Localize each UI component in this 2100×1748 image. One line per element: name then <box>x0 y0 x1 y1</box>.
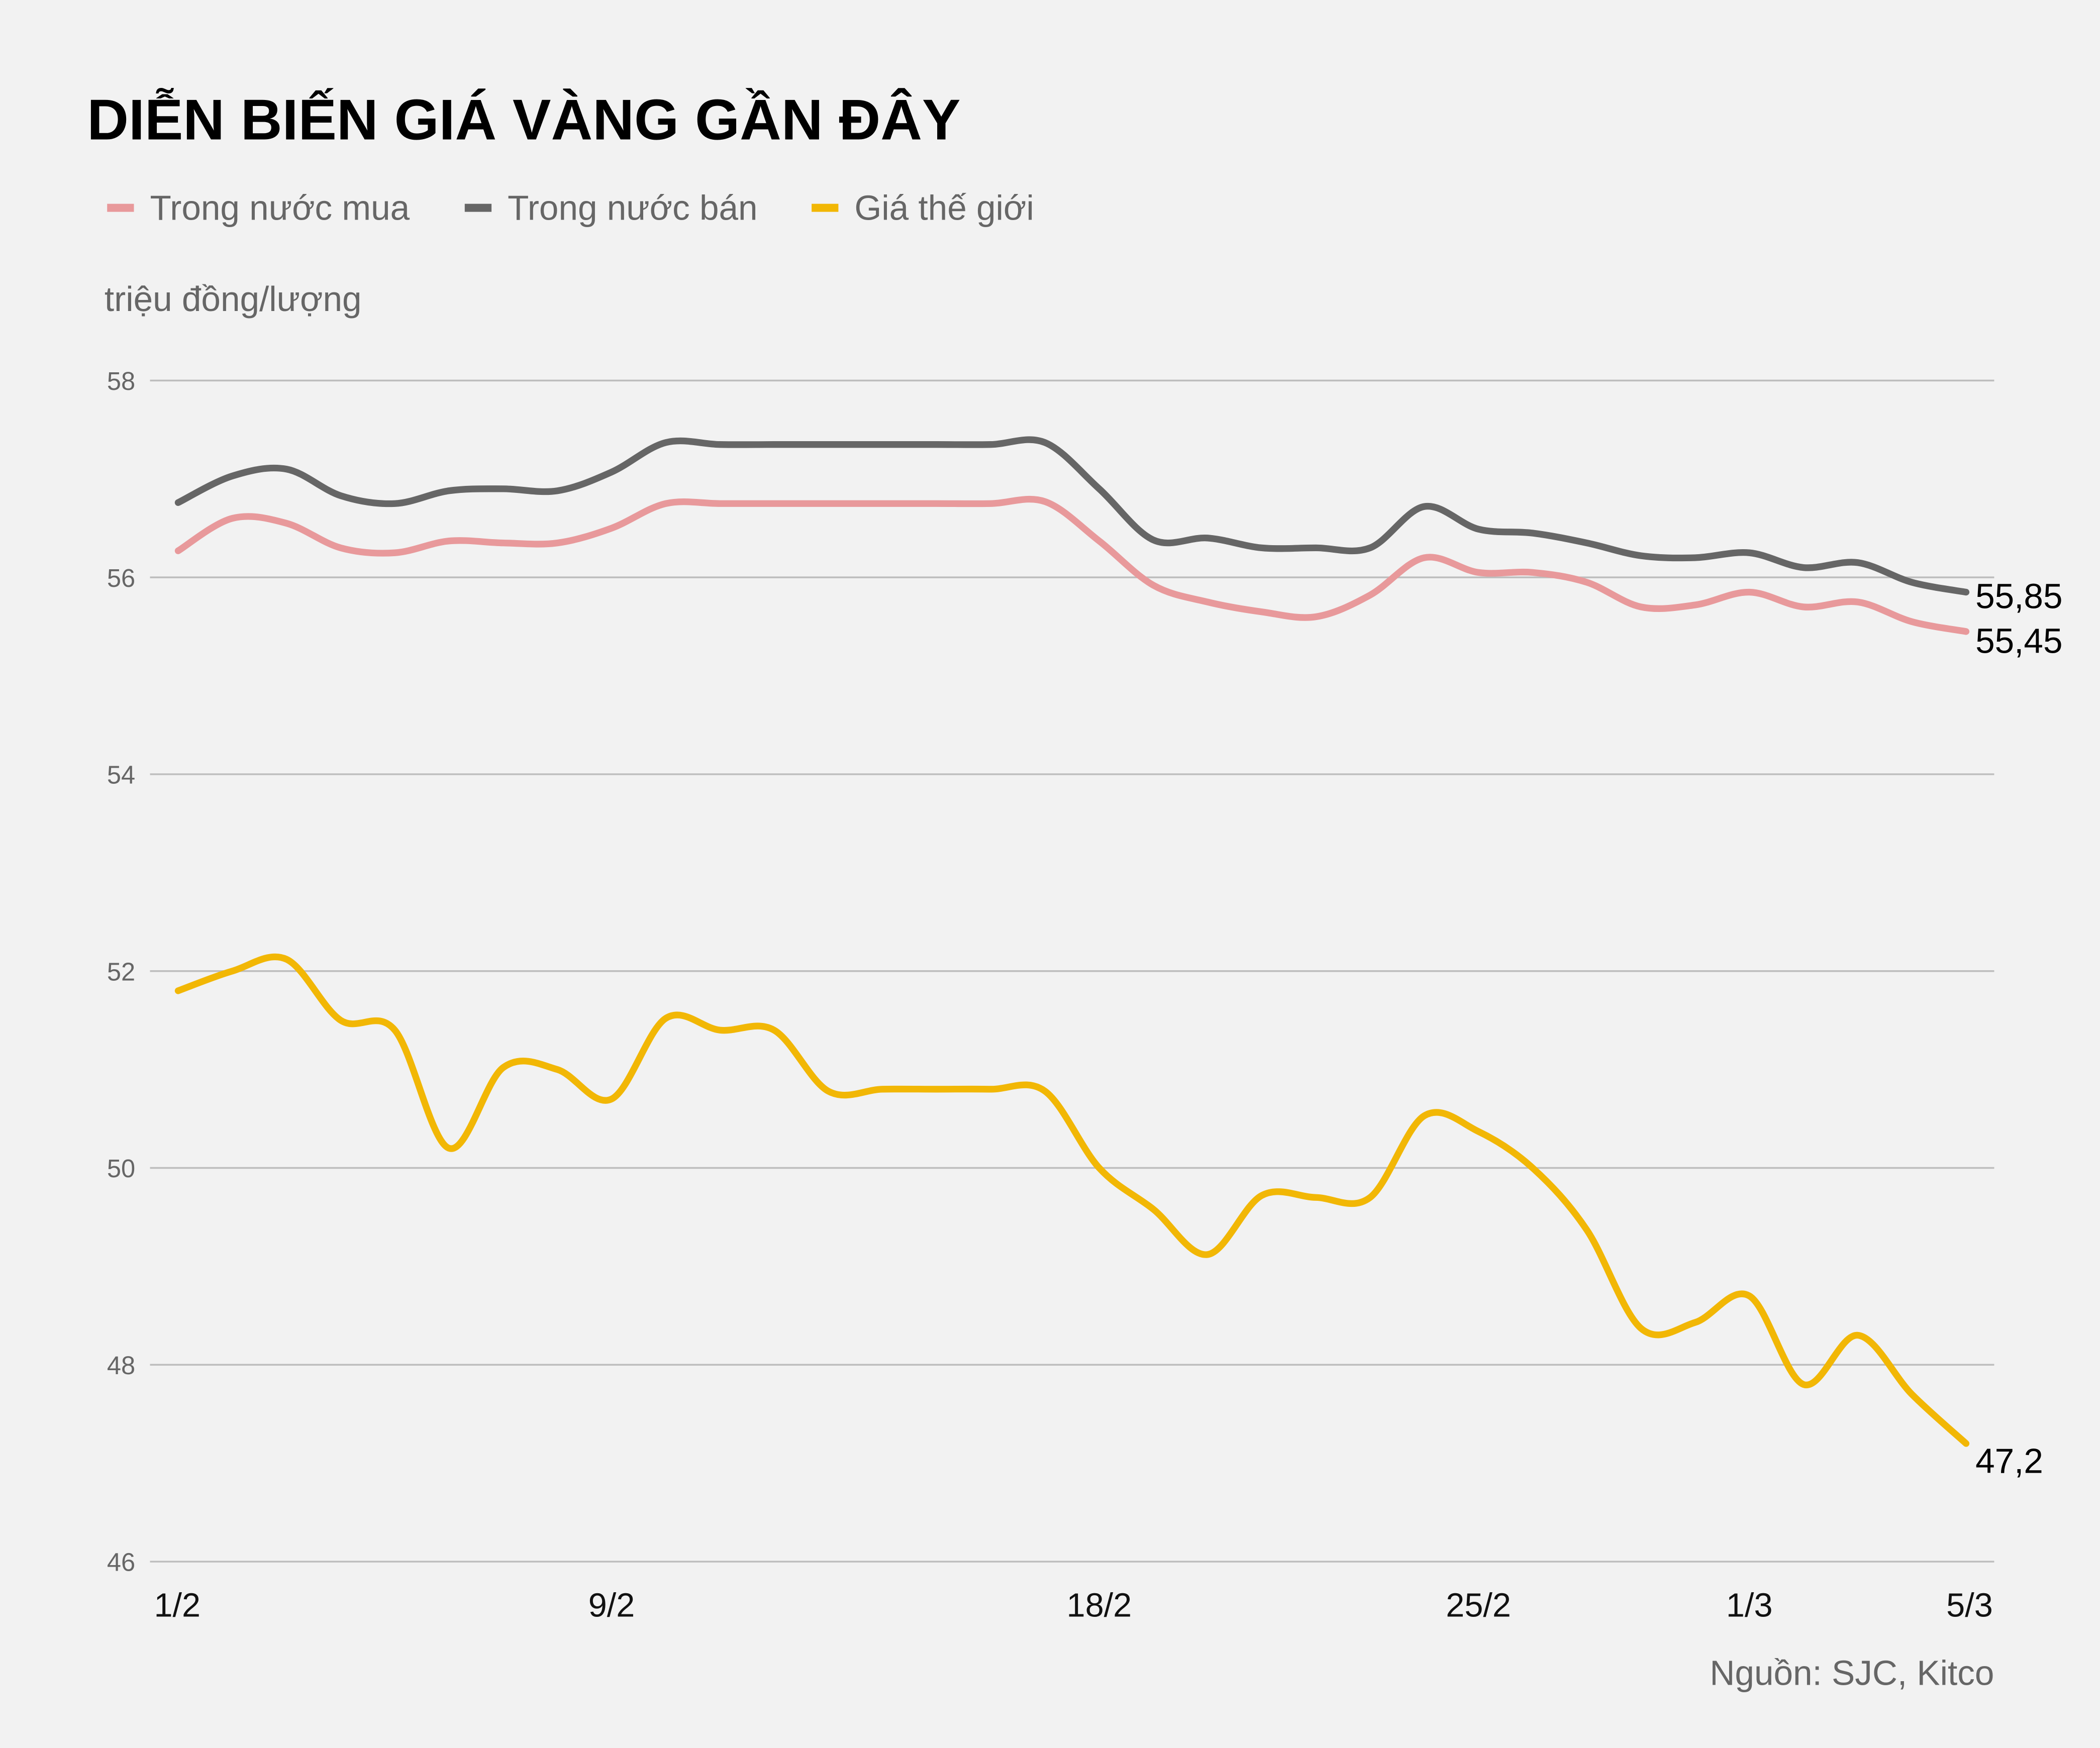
series-line <box>174 495 1970 635</box>
source-note: Nguồn: SJC, Kitco <box>1710 1653 1994 1692</box>
series-line <box>174 436 1970 596</box>
x-tick-label: 25/2 <box>1446 1587 1511 1624</box>
series-lines <box>174 436 1970 1447</box>
y-tick-label: 48 <box>107 1351 135 1380</box>
y-tick-label: 56 <box>107 564 135 592</box>
gridlines <box>150 379 1994 1563</box>
y-tick-label: 52 <box>107 957 135 986</box>
legend-label: Giá thế giới <box>854 188 1034 228</box>
x-tick-label: 1/3 <box>1726 1587 1773 1624</box>
y-axis-ticks: 58 56 54 52 50 48 46 <box>107 367 135 1577</box>
legend-label: Trong nước mua <box>150 188 410 228</box>
x-axis-ticks: 1/2 9/2 18/2 25/2 1/3 5/3 <box>154 1587 1992 1624</box>
y-tick-label: 46 <box>107 1548 135 1577</box>
x-tick-label: 5/3 <box>1946 1587 1993 1624</box>
end-labels: 55,45 55,85 47,2 <box>1975 577 2062 1481</box>
legend-label: Trong nước bán <box>508 188 758 228</box>
y-tick-label: 50 <box>107 1154 135 1183</box>
chart-title: DIỄN BIẾN GIÁ VÀNG GẦN ĐÂY <box>87 88 960 152</box>
series-line <box>174 953 1970 1447</box>
y-tick-label: 54 <box>107 761 135 789</box>
end-value-label: 55,45 <box>1975 622 2062 661</box>
legend: Trong nước mua Trong nước bán Giá thế giới <box>107 188 1034 228</box>
x-tick-label: 18/2 <box>1067 1587 1132 1624</box>
y-tick-label: 58 <box>107 367 135 395</box>
end-value-label: 55,85 <box>1975 577 2062 616</box>
x-tick-label: 1/2 <box>154 1587 201 1624</box>
x-tick-label: 9/2 <box>588 1587 635 1624</box>
end-value-label: 47,2 <box>1975 1442 2043 1481</box>
y-axis-unit-label: triệu đồng/lượng <box>105 279 362 319</box>
